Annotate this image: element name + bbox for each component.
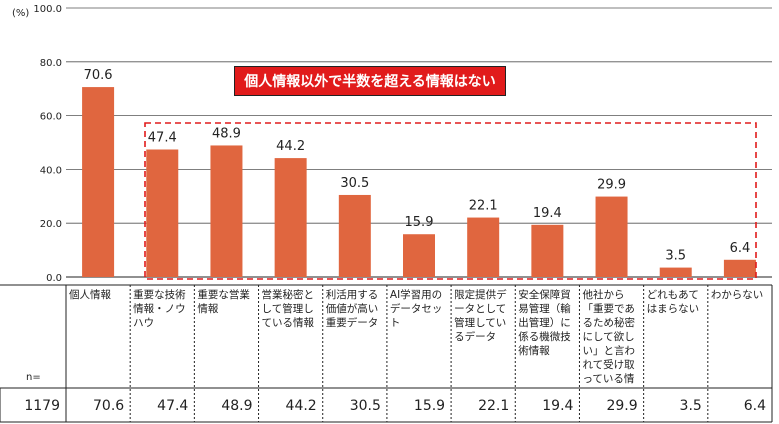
table-value-cell: 22.1 bbox=[478, 398, 510, 414]
annotation-callout: 個人情報以外で半数を超える情報はない bbox=[234, 66, 506, 96]
table-value-cell: 15.9 bbox=[413, 398, 446, 414]
table-grid bbox=[0, 284, 773, 423]
bar bbox=[467, 217, 500, 277]
category-label: わからない bbox=[710, 289, 764, 301]
bar-value-label: 3.5 bbox=[665, 249, 686, 264]
category-label: 営業秘密として管理している情報 bbox=[261, 289, 315, 329]
value-labels: 70.6 47.4 48.9 44.2 30.5 15.9 22.1 19.4 29.9 3.5 6… bbox=[84, 68, 751, 263]
category-label: 利活用する価値が高い重要データ bbox=[325, 289, 379, 329]
category-label: 安全保障貿易管理（輸出管理）に係る機微技術情報 bbox=[518, 289, 571, 357]
bar-value-label: 47.4 bbox=[148, 130, 177, 145]
bar-value-label: 44.2 bbox=[276, 139, 305, 154]
bar-value-label: 29.9 bbox=[597, 178, 626, 193]
bar-value-label: 19.4 bbox=[533, 206, 562, 221]
category-label: 限定提供データとして管理しているデータ bbox=[454, 289, 507, 343]
table-value-cell: 44.2 bbox=[285, 398, 317, 414]
y-axis-unit: (%) bbox=[12, 8, 30, 19]
table-value-cell: 47.4 bbox=[157, 398, 189, 414]
bar bbox=[723, 259, 756, 277]
bar bbox=[403, 234, 435, 277]
table-value-cell: 3.5 bbox=[679, 398, 702, 414]
category-label: どれもあてはまらない bbox=[646, 289, 700, 315]
category-label: 個人情報 bbox=[69, 289, 111, 301]
y-tick-label: 100.0 bbox=[33, 4, 62, 15]
bar bbox=[210, 145, 243, 277]
table-value-cell: 48.9 bbox=[221, 398, 253, 414]
table-value-cell: 29.9 bbox=[606, 398, 638, 414]
bar-value-label: 70.6 bbox=[84, 68, 113, 83]
table-value-cell: 30.5 bbox=[349, 398, 381, 414]
bar-value-label: 48.9 bbox=[212, 126, 241, 141]
bar bbox=[595, 196, 628, 277]
n-value-cell: 1179 bbox=[24, 398, 60, 414]
y-tick-label: 40.0 bbox=[40, 165, 62, 176]
y-tick-label: 0.0 bbox=[46, 273, 62, 284]
y-tick-label: 20.0 bbox=[40, 219, 62, 230]
bar-value-label: 6.4 bbox=[730, 241, 751, 256]
bar bbox=[274, 158, 307, 277]
bar bbox=[659, 267, 692, 277]
table-value-cell: 6.4 bbox=[743, 398, 766, 414]
category-label: AI学習用のデータセット bbox=[389, 289, 443, 329]
grid-lines bbox=[66, 7, 772, 278]
y-tick-label: 60.0 bbox=[40, 112, 62, 123]
bar bbox=[82, 87, 115, 277]
bar bbox=[338, 194, 371, 277]
table-value-cell: 70.6 bbox=[93, 398, 125, 414]
bar bbox=[531, 224, 564, 277]
category-label: 重要な技術情報・ノウハウ bbox=[133, 289, 186, 329]
table-value-cell: 19.4 bbox=[542, 398, 574, 414]
highlight-box bbox=[144, 122, 757, 280]
y-tick-label: 80.0 bbox=[40, 58, 62, 69]
y-axis-ticks: 0.0 20.0 40.0 60.0 80.0 100.0 bbox=[33, 4, 62, 284]
category-label: 他社から「重要であるため秘密にして欲しい」と言われて受け取っている情報 bbox=[582, 289, 635, 385]
n-label: n= bbox=[26, 372, 41, 383]
bar-value-label: 15.9 bbox=[405, 215, 434, 230]
bar-value-label: 30.5 bbox=[340, 176, 369, 191]
category-label: 重要な営業情報 bbox=[197, 289, 250, 315]
bars bbox=[82, 87, 756, 277]
bar-value-label: 22.1 bbox=[469, 199, 498, 214]
bar bbox=[146, 149, 179, 277]
